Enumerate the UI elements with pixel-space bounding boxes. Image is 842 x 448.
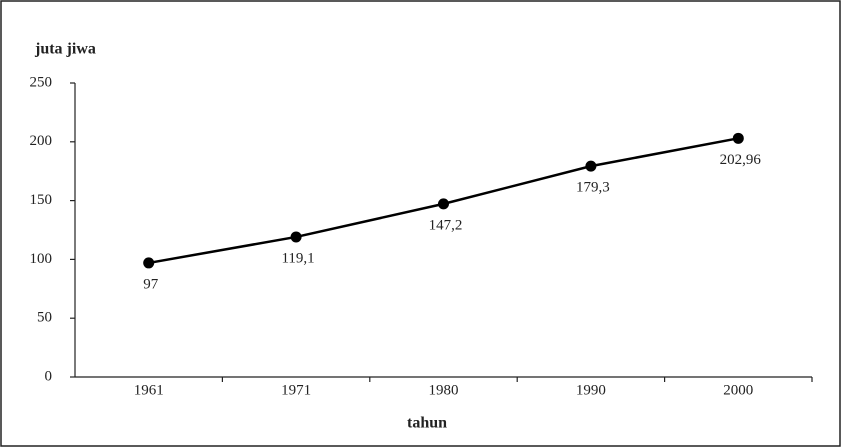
- point: [585, 160, 597, 172]
- x-tick-label: 2000: [723, 382, 753, 398]
- x-tick-label: 1980: [429, 382, 459, 398]
- y-axis-label: juta jiwa: [34, 41, 96, 58]
- y-tick-label: 0: [45, 368, 53, 384]
- x-tick-label: 1971: [281, 382, 311, 398]
- value-label: 179,3: [576, 180, 610, 196]
- y-tick-label: 150: [30, 192, 53, 208]
- y-tick-label: 200: [30, 133, 53, 149]
- x-axis-label: tahun: [407, 415, 447, 432]
- y-tick-label: 250: [30, 74, 53, 90]
- value-label: 147,2: [429, 217, 463, 233]
- point: [438, 198, 449, 210]
- value-label: 119,1: [281, 250, 314, 266]
- point: [143, 257, 155, 269]
- y-tick-label: 100: [30, 251, 53, 267]
- point: [290, 231, 302, 243]
- x-tick-label: 1961: [134, 382, 164, 398]
- value-label: 97: [143, 276, 159, 292]
- y-tick-label: 50: [37, 310, 52, 326]
- point: [732, 132, 744, 144]
- value-label: 202,96: [720, 152, 762, 168]
- x-tick-label: 1990: [576, 382, 606, 398]
